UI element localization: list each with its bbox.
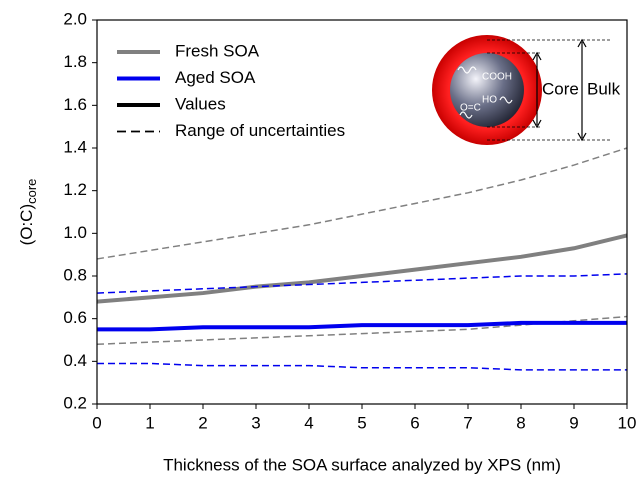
uncertainty-line (97, 362, 627, 371)
x-tick-label: 3 (251, 413, 260, 432)
y-tick-label: 1.2 (63, 180, 87, 199)
arrows (532, 38, 587, 142)
group-label: HO (482, 95, 497, 106)
group-label: COOH (482, 72, 512, 83)
y-label-sub: core (24, 179, 39, 204)
plot-frame (96, 19, 628, 405)
bulk-label: Bulk (587, 79, 621, 98)
y-tick-label: 2.0 (63, 9, 87, 28)
y-tick-label: 1.0 (63, 223, 87, 242)
uncertainty-line (96, 273, 628, 294)
guides (487, 39, 612, 141)
x-axis-label: Thickness of the SOA surface analyzed by… (163, 455, 561, 474)
x-tick-label: 5 (357, 413, 366, 432)
chains (457, 66, 513, 119)
x-tick-label: 6 (410, 413, 419, 432)
legend-label: Aged SOA (175, 68, 256, 87)
y-tick-label: 1.4 (63, 137, 87, 156)
y-tick-label: 0.4 (63, 351, 87, 370)
plot-area: 0 1 2 3 4 5 6 7 8 9 10 0.2 0.4 0.6 0.8 1.0 1.2 1.4 1.6 1.8 2… (63, 9, 636, 432)
legend-label: Fresh SOA (175, 41, 260, 60)
x-tick-label: 1 (145, 413, 154, 432)
y-tick-label: 0.8 (63, 265, 87, 284)
x-tick-label: 8 (516, 413, 525, 432)
group-label: O=C (460, 103, 481, 114)
y-label-main: (O:C) (17, 204, 36, 246)
series-line (97, 320, 627, 332)
core-sphere (450, 53, 524, 127)
legend-label: Values (175, 94, 226, 113)
inset: COOH HO O=C Core Bulk (432, 35, 621, 145)
x-tick-label: 2 (198, 413, 207, 432)
x-tick-label: 10 (618, 413, 637, 432)
series-line (96, 233, 628, 304)
y-tick-label: 0.2 (63, 393, 87, 412)
core-label: Core (542, 79, 579, 98)
legend-label: Range of uncertainties (175, 121, 345, 140)
x-tick-label: 0 (92, 413, 101, 432)
x-tick-label: 7 (463, 413, 472, 432)
y-tick-label: 1.8 (63, 52, 87, 71)
y-tick-label: 0.6 (63, 308, 87, 327)
uncertainty-line (96, 315, 628, 346)
x-tick-label: 4 (304, 413, 313, 432)
y-tick-label: 1.6 (63, 95, 87, 114)
x-tick-label: 9 (569, 413, 578, 432)
uncertainty-line (96, 147, 628, 260)
y-axis-label: (O:C)core (17, 179, 39, 246)
